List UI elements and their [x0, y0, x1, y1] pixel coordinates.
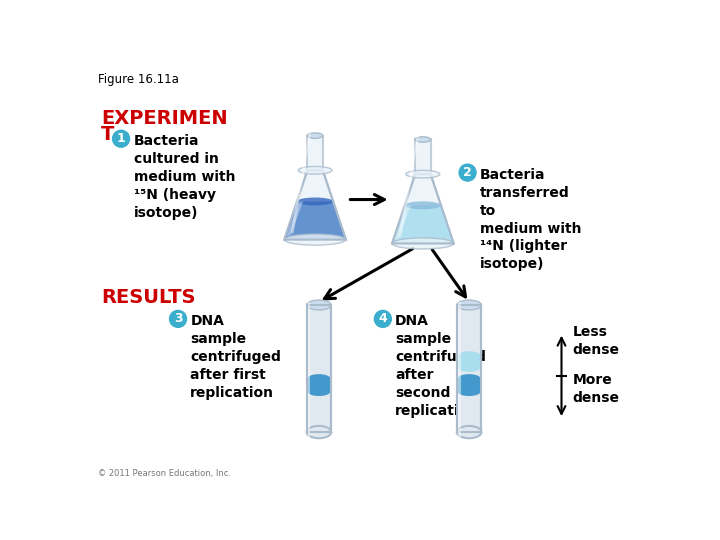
Ellipse shape: [307, 374, 330, 383]
Ellipse shape: [297, 198, 333, 205]
Text: EXPERIMEN: EXPERIMEN: [101, 110, 228, 129]
Text: © 2011 Pearson Education, Inc.: © 2011 Pearson Education, Inc.: [98, 469, 231, 478]
Ellipse shape: [457, 363, 481, 372]
Polygon shape: [287, 201, 303, 236]
Text: Figure 16.11a: Figure 16.11a: [98, 72, 179, 85]
Text: 4: 4: [379, 313, 387, 326]
Text: 2: 2: [463, 166, 472, 179]
Polygon shape: [395, 205, 411, 240]
Ellipse shape: [405, 201, 441, 210]
Ellipse shape: [307, 300, 331, 310]
Polygon shape: [307, 136, 323, 170]
Ellipse shape: [392, 238, 454, 249]
Text: DNA
sample
centrifuged
after
second
replication: DNA sample centrifuged after second repl…: [395, 314, 486, 417]
Polygon shape: [459, 302, 461, 438]
Ellipse shape: [457, 374, 481, 383]
Polygon shape: [284, 170, 346, 240]
Ellipse shape: [456, 426, 482, 438]
Polygon shape: [398, 136, 419, 237]
Ellipse shape: [284, 234, 346, 245]
Text: Bacteria
cultured in
medium with
¹⁵N (heavy
isotope): Bacteria cultured in medium with ¹⁵N (he…: [134, 134, 235, 219]
Polygon shape: [307, 379, 330, 392]
Polygon shape: [308, 302, 310, 438]
Text: 3: 3: [174, 313, 182, 326]
Polygon shape: [392, 174, 454, 244]
Circle shape: [374, 310, 392, 327]
Ellipse shape: [406, 170, 440, 178]
Polygon shape: [307, 305, 331, 432]
Polygon shape: [290, 132, 311, 233]
Polygon shape: [457, 356, 481, 367]
Text: Less
dense: Less dense: [572, 325, 619, 357]
Ellipse shape: [307, 387, 330, 396]
Ellipse shape: [457, 387, 481, 396]
Text: T: T: [101, 125, 114, 144]
Text: RESULTS: RESULTS: [101, 288, 196, 307]
Text: More
dense: More dense: [572, 373, 619, 404]
Polygon shape: [284, 201, 346, 240]
Polygon shape: [392, 205, 454, 244]
Text: Bacteria
transferred
to
medium with
¹⁴N (lighter
isotope): Bacteria transferred to medium with ¹⁴N …: [480, 168, 581, 271]
Polygon shape: [415, 139, 431, 174]
Ellipse shape: [456, 300, 482, 310]
Circle shape: [170, 310, 186, 327]
Text: 1: 1: [117, 132, 125, 145]
Polygon shape: [457, 379, 481, 392]
Ellipse shape: [298, 166, 332, 174]
Ellipse shape: [457, 351, 481, 361]
Ellipse shape: [415, 137, 431, 142]
Polygon shape: [456, 305, 482, 432]
Circle shape: [459, 164, 476, 181]
Text: DNA
sample
centrifuged
after first
replication: DNA sample centrifuged after first repli…: [190, 314, 282, 400]
Circle shape: [112, 130, 130, 147]
Ellipse shape: [307, 426, 331, 438]
Ellipse shape: [307, 133, 323, 138]
